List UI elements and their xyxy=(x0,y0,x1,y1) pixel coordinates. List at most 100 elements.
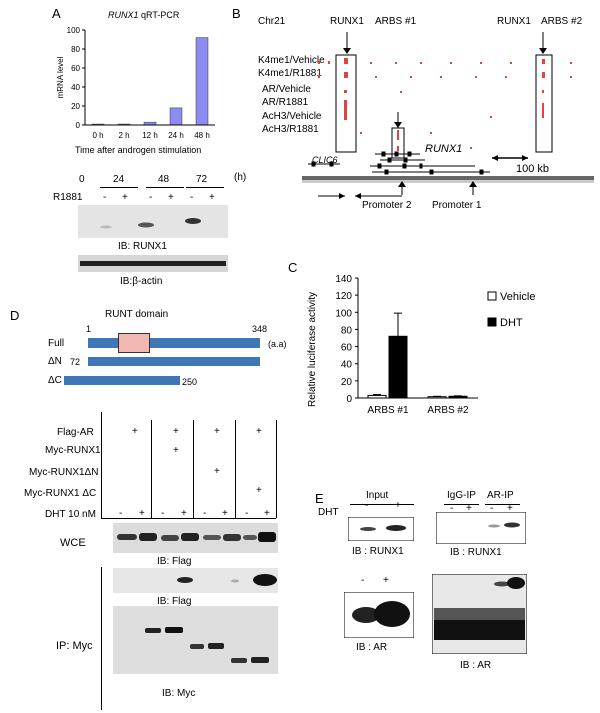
d-ib-myc: IB: Myc xyxy=(162,688,196,699)
c-ytick-label: 120 xyxy=(335,291,352,302)
b-arbs1-label: ARBS #1 xyxy=(375,16,417,27)
c-ylabel: Relative luciferase activity xyxy=(307,291,318,407)
d-end-dc: 250 xyxy=(182,377,198,387)
d-minus: - xyxy=(119,508,123,519)
a-ylabel: mRNA level xyxy=(56,56,65,98)
blot-a-runx1-image xyxy=(78,205,228,238)
c-legend-label: DHT xyxy=(500,317,523,329)
c-ytick-label: 40 xyxy=(341,360,353,371)
b-track-label: AcH3/Vehicle xyxy=(262,111,322,122)
e-igg-label: IgG-IP xyxy=(447,490,476,501)
blot-a-unit: (h) xyxy=(234,172,247,183)
blot-a-sign: - xyxy=(103,192,107,203)
b-track-label: AR/R1881 xyxy=(262,97,309,108)
a-xtick-label: 12 h xyxy=(142,131,158,140)
d-row-label: Myc-RUNX1 ΔC xyxy=(24,488,97,499)
panel-c-chart: 0 20 40 60 80 100 120 140 ARBS #1 ARBS #2 Vehicle D… xyxy=(335,274,535,416)
d-ip-myc-label: IP: Myc xyxy=(56,640,93,652)
b-track-label: K4me1/R1881 xyxy=(258,68,322,79)
b-gene-label: RUNX1 xyxy=(425,143,463,155)
c-bar-vehicle xyxy=(427,396,447,399)
d-row-label: DHT 10 nM xyxy=(45,509,96,520)
panel-letter-a: A xyxy=(52,6,61,21)
b-track-label: K4me1/Vehicle xyxy=(258,55,325,66)
panel-letter-c: C xyxy=(288,260,298,275)
d-construct-dc: ΔC xyxy=(48,375,62,386)
e-input-ar-blot-image xyxy=(344,592,414,638)
d-bar-full xyxy=(88,338,260,348)
blot-a-time-0: 0 xyxy=(79,174,85,185)
d-plus: + xyxy=(256,485,262,496)
e-ip-ar-blot-image xyxy=(432,574,527,654)
d-plus: + xyxy=(214,426,220,437)
c-ytick-label: 100 xyxy=(335,308,352,319)
b-track-label: AR/Vehicle xyxy=(262,84,311,95)
e-minus: - xyxy=(490,503,494,514)
e-minus: - xyxy=(361,575,365,586)
d-construct-dn: ΔN xyxy=(48,356,62,367)
a-xtick-label: 0 h xyxy=(92,131,103,140)
e-plus: + xyxy=(466,503,472,514)
d-start-full: 1 xyxy=(86,324,92,334)
c-xtick-label: ARBS #2 xyxy=(427,405,469,416)
c-legend-label: Vehicle xyxy=(500,291,535,303)
e-minus: - xyxy=(450,503,454,514)
d-plus: + xyxy=(222,508,228,519)
b-arbs2-label: ARBS #2 xyxy=(541,16,583,27)
panel-letter-d: D xyxy=(10,308,20,323)
c-legend-swatch xyxy=(487,291,497,301)
d-ip-flag-blot-image xyxy=(113,568,278,593)
e-ib-ar-a: IB : AR xyxy=(356,642,388,653)
d-row-label: Flag-AR xyxy=(57,427,94,438)
d-plus: + xyxy=(256,426,262,437)
d-end-full: 348 xyxy=(252,324,268,334)
blot-a-sign: + xyxy=(168,192,174,203)
d-bar-dc xyxy=(64,376,180,385)
e-ib-ar-b: IB : AR xyxy=(460,660,492,671)
panel-letter-b: B xyxy=(232,6,241,21)
d-ip-myc-blot-image xyxy=(113,606,278,674)
c-bar-dht xyxy=(388,335,408,399)
b-promoter2: Promoter 2 xyxy=(362,200,412,211)
a-xtick-label: 48 h xyxy=(194,131,210,140)
d-plus: + xyxy=(264,508,270,519)
blot-a-ib2: IB:β-actin xyxy=(120,276,163,287)
b-promoter1: Promoter 1 xyxy=(432,200,482,211)
d-construct-full: Full xyxy=(48,338,65,349)
a-ytick-label: 40 xyxy=(71,83,80,92)
e-input-label: Input xyxy=(366,490,389,501)
d-wce-label: WCE xyxy=(60,537,86,549)
a-ytick-label: 80 xyxy=(71,45,80,54)
d-ib-flag-1: IB: Flag xyxy=(157,556,192,567)
c-bar-dht xyxy=(448,395,468,399)
panel-a-chart: 0 20 40 60 80 100 mRNA level 0 h 2 h 12 h 24 h 48 h xyxy=(56,26,215,140)
a-bar xyxy=(195,37,209,126)
e-arip-label: AR-IP xyxy=(487,490,514,501)
blot-a-sign: - xyxy=(190,192,194,203)
d-row-label: Myc-RUNX1ΔN xyxy=(29,467,99,478)
d-domain-label: RUNT domain xyxy=(105,309,169,320)
d-minus: - xyxy=(245,508,249,519)
d-minus: - xyxy=(161,508,165,519)
d-plus: + xyxy=(139,508,145,519)
e-plus: + xyxy=(507,503,513,514)
d-plus: + xyxy=(173,426,179,437)
blot-a-sign: + xyxy=(122,192,128,203)
b-scale-label: 100 kb xyxy=(516,163,550,175)
c-xtick-label: ARBS #1 xyxy=(367,405,409,416)
a-ytick-label: 0 xyxy=(76,121,81,130)
d-plus: + xyxy=(214,466,220,477)
e-plus: + xyxy=(395,500,401,511)
d-plus: + xyxy=(181,508,187,519)
b-runx1-label-2: RUNX1 xyxy=(497,16,531,27)
c-ytick-label: 140 xyxy=(335,274,352,285)
e-plus: + xyxy=(383,575,389,586)
c-legend-swatch xyxy=(487,317,497,327)
e-dht-label: DHT xyxy=(318,507,339,518)
panel-a-title: RUNX1 qRT-PCR xyxy=(108,10,180,20)
e-ip-runx1-blot-image xyxy=(436,512,526,544)
blot-a-actin-image xyxy=(78,255,228,272)
c-ytick-label: 80 xyxy=(341,325,353,336)
c-bar-vehicle xyxy=(367,394,387,399)
blot-a-sign: + xyxy=(209,192,215,203)
